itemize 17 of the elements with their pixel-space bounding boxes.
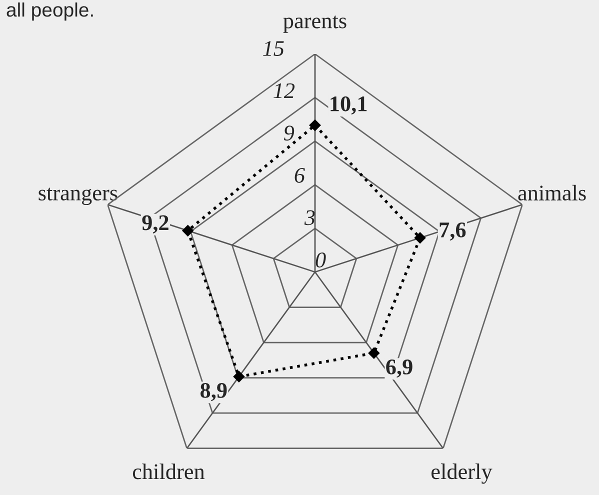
data-label: 8,9	[200, 382, 227, 402]
spoke-label: parents	[283, 16, 346, 33]
y-tick-label: 15	[263, 41, 284, 56]
spoke-label: elderly	[432, 464, 492, 484]
spoke-label: animals	[518, 184, 586, 201]
data-label: 10,1	[330, 96, 367, 115]
y-tick-label: 6	[294, 168, 305, 183]
spoke-label: strangers	[38, 188, 118, 206]
y-tick-label: 0	[316, 252, 326, 268]
y-tick-label: 9	[284, 126, 294, 141]
y-tick-label: 3	[304, 210, 315, 226]
y-tick-label: 12	[274, 83, 295, 98]
data-label: 9,2	[142, 215, 168, 234]
data-label: 7,6	[440, 222, 466, 241]
spoke-label: children	[132, 464, 205, 480]
text: all people.	[6, 2, 93, 21]
data-label: 6,9	[386, 359, 412, 378]
